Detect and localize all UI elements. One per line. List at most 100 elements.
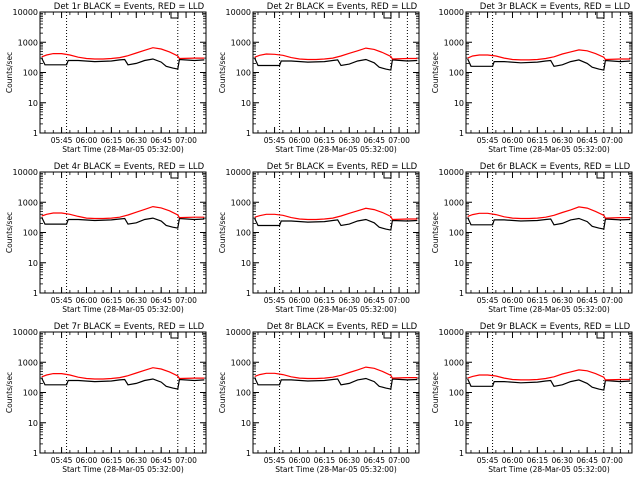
panel-title: Det 6r BLACK = Events, RED = LLD <box>480 162 631 172</box>
series-line-events <box>41 57 205 70</box>
marker-glyph <box>383 172 392 179</box>
series-line-lld <box>467 49 631 61</box>
x-tick-label: 05:45 <box>477 296 499 305</box>
y-tick-label: 10000 <box>439 8 464 17</box>
panel-3: Det 3r BLACK = Events, RED = LLD 1 10 100 10… <box>431 2 633 154</box>
x-tick-label: 06:15 <box>101 296 123 305</box>
y-tick-label: 1000 <box>18 198 38 207</box>
y-tick-label: 100 <box>23 389 38 398</box>
plot-frame <box>39 171 207 294</box>
panel-title: Det 3r BLACK = Events, RED = LLD <box>480 2 631 12</box>
plot-frame <box>252 11 420 134</box>
y-tick-label: 10 <box>28 99 38 108</box>
x-tick-label: 06:30 <box>125 456 147 465</box>
x-tick-label: 06:30 <box>125 136 147 145</box>
x-tick-label: 06:00 <box>502 456 524 465</box>
y-tick-label: 10000 <box>13 8 38 17</box>
marker-glyph <box>383 332 392 339</box>
y-axis-label: Counts/sec <box>431 212 440 253</box>
y-tick-label: 1 <box>246 129 251 138</box>
x-tick-label: 06:45 <box>576 456 598 465</box>
y-tick-label: 1 <box>33 449 38 458</box>
y-tick-label: 10 <box>241 419 251 428</box>
y-tick-label: 1000 <box>231 38 251 47</box>
x-tick-label: 06:00 <box>76 296 98 305</box>
x-tick-label: 05:45 <box>264 296 286 305</box>
x-tick-label: 05:45 <box>477 456 499 465</box>
x-tick-label: 05:45 <box>51 136 73 145</box>
y-tick-label: 100 <box>449 389 464 398</box>
plot-frame <box>465 171 633 294</box>
x-tick-label: 06:00 <box>76 136 98 145</box>
y-tick-label: 10 <box>241 99 251 108</box>
x-tick-label: 06:30 <box>338 456 360 465</box>
y-tick-label: 10 <box>28 259 38 268</box>
marker-glyph <box>170 12 179 19</box>
y-axis-label: Counts/sec <box>5 372 14 413</box>
y-tick-label: 10000 <box>439 328 464 337</box>
x-tick-label: 07:00 <box>601 136 623 145</box>
x-axis-label: Start Time (28-Mar-05 05:32:00) <box>488 465 610 474</box>
x-tick-label: 05:45 <box>51 296 73 305</box>
x-axis-label: Start Time (28-Mar-05 05:32:00) <box>488 305 610 314</box>
x-axis-label: Start Time (28-Mar-05 05:32:00) <box>62 305 184 314</box>
x-tick-label: 06:30 <box>551 296 573 305</box>
y-tick-label: 1 <box>459 449 464 458</box>
panel-title: Det 9r BLACK = Events, RED = LLD <box>480 322 631 332</box>
y-axis-label: Counts/sec <box>5 52 14 93</box>
y-axis-label: Counts/sec <box>218 52 227 93</box>
y-axis-label: Counts/sec <box>218 212 227 253</box>
x-tick-label: 06:45 <box>363 456 385 465</box>
x-axis-label: Start Time (28-Mar-05 05:32:00) <box>62 145 184 154</box>
y-tick-label: 10000 <box>439 168 464 177</box>
marker-glyph <box>596 332 605 339</box>
x-tick-label: 06:00 <box>289 296 311 305</box>
y-tick-label: 10000 <box>226 168 251 177</box>
x-tick-label: 06:45 <box>576 136 598 145</box>
panel-6: Det 6r BLACK = Events, RED = LLD 1 10 100 10… <box>431 162 633 314</box>
x-tick-label: 06:30 <box>338 136 360 145</box>
series-line-lld <box>41 47 205 60</box>
x-tick-label: 06:15 <box>314 456 336 465</box>
y-tick-label: 10 <box>454 259 464 268</box>
marker-glyph <box>383 12 392 19</box>
panel-2: Det 2r BLACK = Events, RED = LLD 1 10 100 10… <box>218 2 420 154</box>
series-line-events <box>254 218 418 231</box>
y-tick-label: 1000 <box>231 358 251 367</box>
series-line-lld <box>254 366 418 380</box>
series-line-lld <box>254 207 418 221</box>
y-axis-label: Counts/sec <box>5 212 14 253</box>
series-line-lld <box>467 369 631 381</box>
x-tick-label: 06:45 <box>363 296 385 305</box>
x-tick-label: 05:45 <box>264 456 286 465</box>
y-axis-label: Counts/sec <box>218 372 227 413</box>
y-tick-label: 10 <box>454 99 464 108</box>
x-tick-label: 07:00 <box>175 296 197 305</box>
x-tick-label: 06:45 <box>576 296 598 305</box>
panel-8: Det 8r BLACK = Events, RED = LLD 1 10 100 10… <box>218 322 420 474</box>
y-tick-label: 1 <box>459 289 464 298</box>
x-tick-label: 06:15 <box>101 456 123 465</box>
marker-glyph <box>596 12 605 19</box>
y-tick-label: 1000 <box>444 358 464 367</box>
plot-frame <box>465 331 633 454</box>
x-tick-label: 07:00 <box>388 296 410 305</box>
x-tick-label: 06:30 <box>551 136 573 145</box>
marker-glyph <box>170 332 179 339</box>
x-axis-label: Start Time (28-Mar-05 05:32:00) <box>62 465 184 474</box>
plot-frame <box>465 11 633 134</box>
series-line-lld <box>41 367 205 380</box>
y-tick-label: 10 <box>241 259 251 268</box>
x-tick-label: 06:30 <box>338 296 360 305</box>
y-tick-label: 100 <box>236 69 251 78</box>
marker-glyph <box>596 172 605 179</box>
x-tick-label: 06:30 <box>551 456 573 465</box>
x-tick-label: 06:30 <box>125 296 147 305</box>
x-tick-label: 07:00 <box>601 296 623 305</box>
x-tick-label: 06:45 <box>150 456 172 465</box>
y-tick-label: 1 <box>33 289 38 298</box>
panel-title: Det 8r BLACK = Events, RED = LLD <box>267 322 418 332</box>
x-tick-label: 06:00 <box>502 136 524 145</box>
x-tick-label: 05:45 <box>51 456 73 465</box>
